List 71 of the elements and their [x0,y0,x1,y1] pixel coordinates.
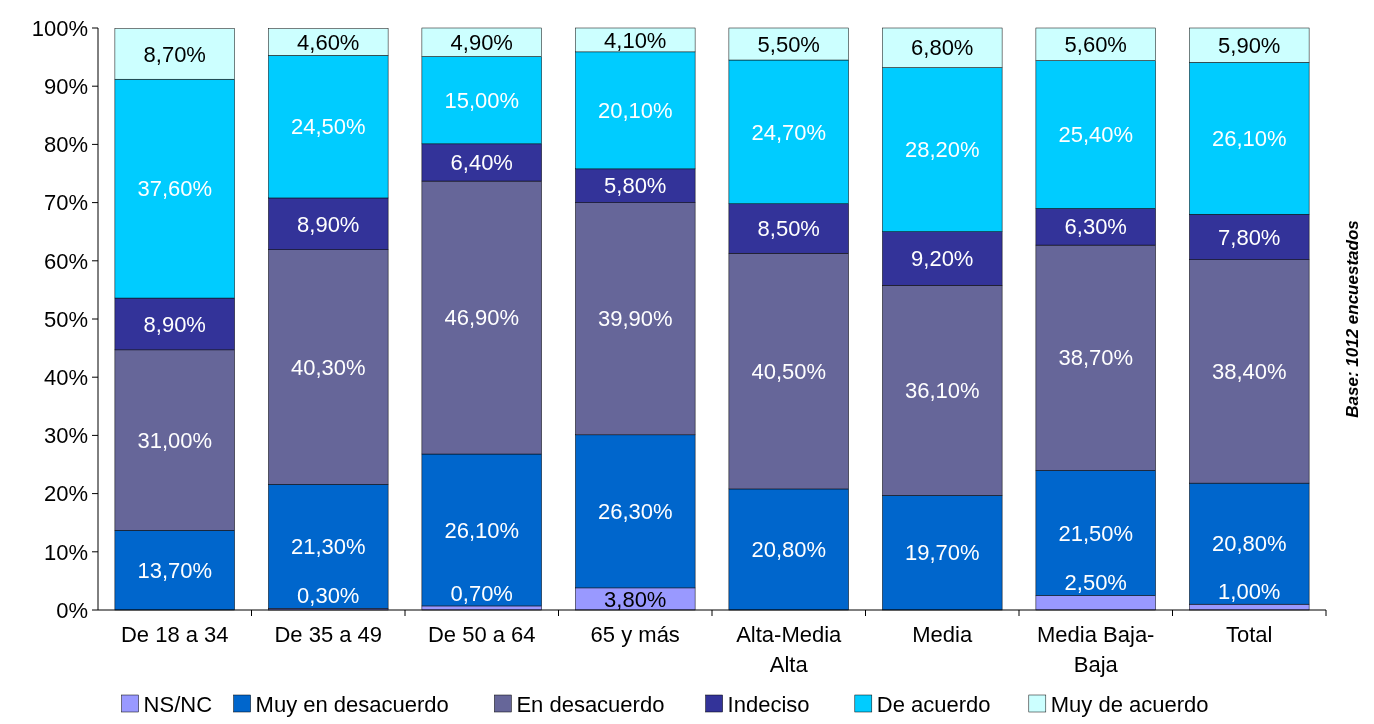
legend-label: Muy en desacuerdo [255,692,449,717]
y-tick-label: 70% [43,190,88,216]
data-label: 28,20% [904,137,980,163]
data-label: 40,50% [751,358,827,384]
x-tick-label: Total [1226,622,1273,647]
data-label: 21,50% [1058,520,1134,546]
data-label: 36,10% [904,378,980,403]
legend-label: NS/NC [143,692,213,717]
data-label: 7,80% [1218,224,1281,250]
data-label: 24,50% [290,114,366,140]
y-tick-label: 60% [43,248,88,274]
data-label: 4,60% [297,29,360,55]
data-label: 6,80% [911,35,974,61]
y-tick-label: 100% [31,15,88,41]
legend-label: Indeciso [727,692,810,717]
y-tick-label: 90% [43,73,88,99]
legend-label: En desacuerdo [516,692,665,717]
y-tick-label: 20% [43,481,88,507]
data-label: 5,60% [1064,32,1127,57]
data-label: 40,30% [290,354,366,380]
data-label: 4,10% [604,27,667,53]
data-label: 0,70% [450,580,513,606]
text: Base: 1012 encuestados [1343,220,1362,418]
x-tick-label: De 50 a 64 [427,622,536,647]
data-label: 37,60% [137,176,213,202]
data-label: 20,80% [751,537,827,563]
data-label: 21,30% [290,533,366,559]
data-label: 31,00% [137,427,213,453]
data-label: 13,70% [137,557,213,583]
data-label: 4,90% [450,29,513,55]
legend-label: Muy de acuerdo [1050,692,1209,717]
data-label: 8,90% [297,211,360,237]
data-label: 8,70% [143,41,206,67]
data-label: 2,50% [1064,570,1127,596]
data-label: 26,10% [1211,125,1287,151]
data-label: 20,10% [597,98,673,124]
x-tick-label: Media [912,622,973,647]
data-label: 39,90% [597,306,673,332]
data-label: 5,90% [1218,32,1281,58]
x-tick-label: 65 y más [590,622,680,647]
y-tick-label: 40% [43,364,88,390]
y-tick-label: 10% [43,539,88,565]
data-label: 9,20% [911,246,974,272]
legend-label: De acuerdo [876,692,991,717]
y-tick-label: 30% [43,423,88,449]
y-tick-label: 50% [43,306,88,332]
data-label: 5,80% [604,173,667,199]
data-label: 38,70% [1058,345,1134,371]
data-label: 1,00% [1218,578,1281,604]
data-label: 15,00% [444,87,520,113]
data-label: 8,50% [757,216,820,242]
x-tick-label: De 18 a 34 [120,622,229,647]
data-label: 3,80% [604,586,667,612]
data-label: 46,90% [444,305,520,331]
data-label: 19,70% [904,540,980,566]
data-label: 8,90% [143,311,206,337]
data-label: 5,50% [757,31,820,57]
x-tick-label: Media Baja-Baja [1037,622,1155,677]
data-label: 24,70% [751,119,827,145]
x-tick-label: Alta-Media Alta [736,622,843,677]
data-label: 20,80% [1211,531,1287,557]
x-tick-label: De 35 a 49 [274,622,383,647]
data-label: 25,40% [1058,122,1134,148]
y-tick-label: 80% [43,132,88,158]
data-label: 38,40% [1211,359,1287,385]
data-label: 26,30% [597,499,673,525]
data-label: 26,10% [444,517,520,543]
data-label: 0,30% [297,582,360,608]
data-label: 6,30% [1064,214,1127,240]
data-label: 6,40% [450,150,513,176]
y-tick-label: 0% [56,597,88,623]
